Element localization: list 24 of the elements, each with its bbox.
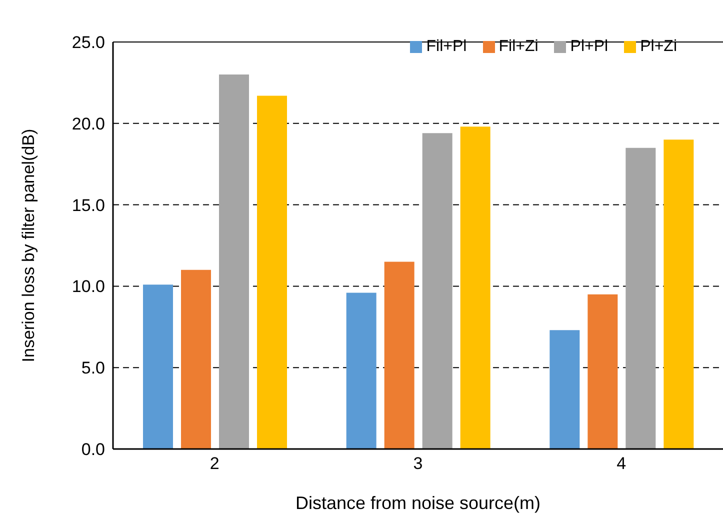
bar: [422, 133, 452, 449]
bar: [219, 74, 249, 449]
y-tick-label: 25.0: [72, 33, 105, 52]
y-tick-label: 15.0: [72, 196, 105, 215]
x-tick-label: 4: [616, 454, 626, 474]
y-axis-title: Inserion loss by filter panel(dB): [19, 128, 38, 362]
bar: [257, 96, 287, 449]
bar: [346, 292, 376, 449]
y-tick-label: 0.0: [81, 440, 105, 460]
bar: [460, 126, 490, 449]
y-tick-label: 5.0: [81, 358, 105, 378]
y-tick-label: 10.0: [72, 277, 105, 296]
legend-label: Fil+Zi: [498, 38, 538, 55]
bar: [384, 262, 414, 449]
bar: [550, 330, 580, 449]
x-tick-label: 2: [210, 454, 220, 474]
bar: [181, 270, 211, 449]
x-tick-label: 3: [413, 454, 423, 474]
bar: [664, 140, 694, 449]
x-axis-title: Distance from noise source(m): [295, 493, 541, 513]
y-tick-label: 20.0: [72, 114, 105, 134]
bar: [626, 148, 656, 449]
bar: [143, 284, 173, 449]
bar: [588, 294, 618, 449]
